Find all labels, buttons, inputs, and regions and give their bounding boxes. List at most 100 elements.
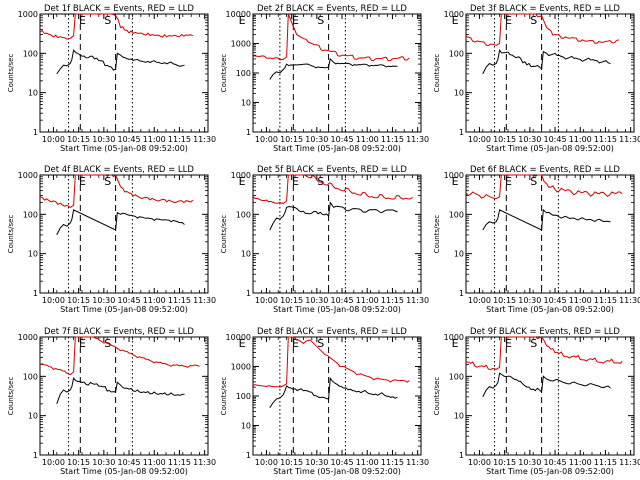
x-tick-label: 10:00: [255, 296, 278, 305]
y-tick-label: 100: [23, 372, 38, 381]
x-tick-label: 11:00: [569, 458, 592, 467]
event-marker-label: S: [530, 14, 537, 27]
lld-series-line: [465, 13, 620, 47]
plot-frame: [252, 13, 422, 133]
x-axis-title: Start Time (05-Jan-08 09:52:00): [486, 467, 614, 476]
x-tick-label: 11:30: [619, 296, 640, 305]
y-tick-label: 10: [241, 99, 251, 108]
y-tick-label: 10: [28, 250, 38, 259]
x-tick-label: 11:15: [594, 296, 617, 305]
events-series-line: [56, 376, 185, 404]
x-tick-label: 10:00: [468, 296, 491, 305]
lld-series-line: [39, 336, 200, 376]
event-marker-label: E: [292, 337, 299, 350]
y-tick-label: 100: [449, 372, 464, 381]
x-axis-title: Start Time (05-Jan-08 09:52:00): [60, 467, 188, 476]
x-tick-label: 10:45: [544, 296, 567, 305]
plot-frame: [465, 13, 635, 133]
events-series-line: [269, 57, 398, 80]
event-marker-label: S: [317, 14, 324, 27]
events-series-line: [482, 208, 611, 231]
event-marker-label: S: [104, 175, 111, 188]
event-marker-label: E: [452, 175, 459, 188]
detector-panel: Det 4f BLACK = Events, RED = LLD 1 10 100 10…: [7, 165, 246, 314]
x-tick-label: 10:45: [544, 458, 567, 467]
x-tick-label: 10:30: [305, 458, 328, 467]
x-axis-title: Start Time (05-Jan-08 09:52:00): [273, 144, 401, 153]
x-tick-label: 11:30: [406, 135, 429, 144]
event-marker-label: E: [292, 14, 299, 27]
x-tick-label: 10:15: [67, 458, 90, 467]
panel-title: Det 7f BLACK = Events, RED = LLD: [44, 327, 194, 337]
x-tick-label: 11:00: [143, 135, 166, 144]
event-marker-label: S: [317, 175, 324, 188]
x-tick-label: 10:45: [331, 458, 354, 467]
y-tick-label: 1: [459, 128, 464, 137]
y-tick-label: 1000: [444, 333, 464, 342]
panel-title: Det 2f BLACK = Events, RED = LLD: [257, 4, 407, 14]
event-marker-label: E: [79, 14, 86, 27]
event-marker-label: S: [104, 14, 111, 27]
panel-title: Det 3f BLACK = Events, RED = LLD: [470, 4, 620, 14]
x-tick-label: 11:00: [356, 296, 379, 305]
panel-title: Det 6f BLACK = Events, RED = LLD: [470, 165, 620, 175]
y-axis-title: Counts/sec: [220, 54, 228, 93]
events-series-line: [482, 49, 611, 75]
y-tick-label: 1000: [231, 363, 251, 372]
y-tick-label: 1: [33, 128, 38, 137]
events-series-line: [56, 209, 185, 236]
x-tick-label: 10:45: [118, 296, 141, 305]
event-marker-label: E: [79, 175, 86, 188]
events-series-line: [269, 201, 398, 231]
x-tick-label: 10:15: [493, 135, 516, 144]
event-marker-label: E: [452, 337, 459, 350]
event-marker-label: E: [79, 337, 86, 350]
y-axis-title: Counts/sec: [7, 215, 15, 254]
x-tick-label: 10:30: [305, 135, 328, 144]
y-tick-label: 1: [33, 451, 38, 460]
lld-series-line: [252, 174, 413, 204]
y-axis-title: Counts/sec: [7, 377, 15, 416]
x-tick-label: 10:45: [331, 135, 354, 144]
x-tick-label: 11:30: [193, 296, 216, 305]
y-tick-label: 1: [246, 289, 251, 298]
lld-series-line: [252, 336, 410, 388]
y-tick-label: 10: [454, 412, 464, 421]
x-tick-label: 11:15: [594, 458, 617, 467]
lld-series-line: [39, 13, 194, 40]
x-tick-label: 10:00: [42, 135, 65, 144]
x-tick-label: 10:45: [118, 458, 141, 467]
y-axis-title: Counts/sec: [220, 215, 228, 254]
event-marker-label: E: [239, 14, 246, 27]
y-tick-label: 10000: [226, 333, 251, 342]
detector-panel: Det 1f BLACK = Events, RED = LLD 1 10 100 10…: [7, 4, 246, 153]
y-tick-label: 1: [246, 128, 251, 137]
x-tick-label: 11:30: [406, 458, 429, 467]
y-tick-label: 1000: [18, 171, 38, 180]
x-tick-label: 11:00: [569, 296, 592, 305]
lld-series-line: [39, 174, 194, 208]
x-tick-label: 11:00: [356, 135, 379, 144]
plot-frame: [465, 336, 635, 456]
plot-frame: [252, 336, 422, 456]
y-tick-label: 10: [454, 89, 464, 98]
y-tick-label: 10000: [226, 10, 251, 19]
x-tick-label: 11:30: [193, 458, 216, 467]
y-tick-label: 1: [246, 451, 251, 460]
x-tick-label: 10:15: [493, 458, 516, 467]
detector-panel: Det 8f BLACK = Events, RED = LLD 1 10 100 10…: [220, 327, 459, 476]
x-tick-label: 11:00: [143, 296, 166, 305]
x-tick-label: 10:30: [305, 296, 328, 305]
event-marker-label: E: [505, 337, 512, 350]
plot-frame: [465, 174, 635, 294]
y-tick-label: 100: [23, 49, 38, 58]
plot-frame: [39, 336, 209, 456]
y-tick-label: 100: [23, 210, 38, 219]
x-tick-label: 10:15: [280, 458, 303, 467]
x-tick-label: 10:00: [255, 135, 278, 144]
x-axis-title: Start Time (05-Jan-08 09:52:00): [60, 144, 188, 153]
x-tick-label: 11:00: [143, 458, 166, 467]
events-series-line: [56, 49, 185, 75]
x-axis-title: Start Time (05-Jan-08 09:52:00): [486, 305, 614, 314]
